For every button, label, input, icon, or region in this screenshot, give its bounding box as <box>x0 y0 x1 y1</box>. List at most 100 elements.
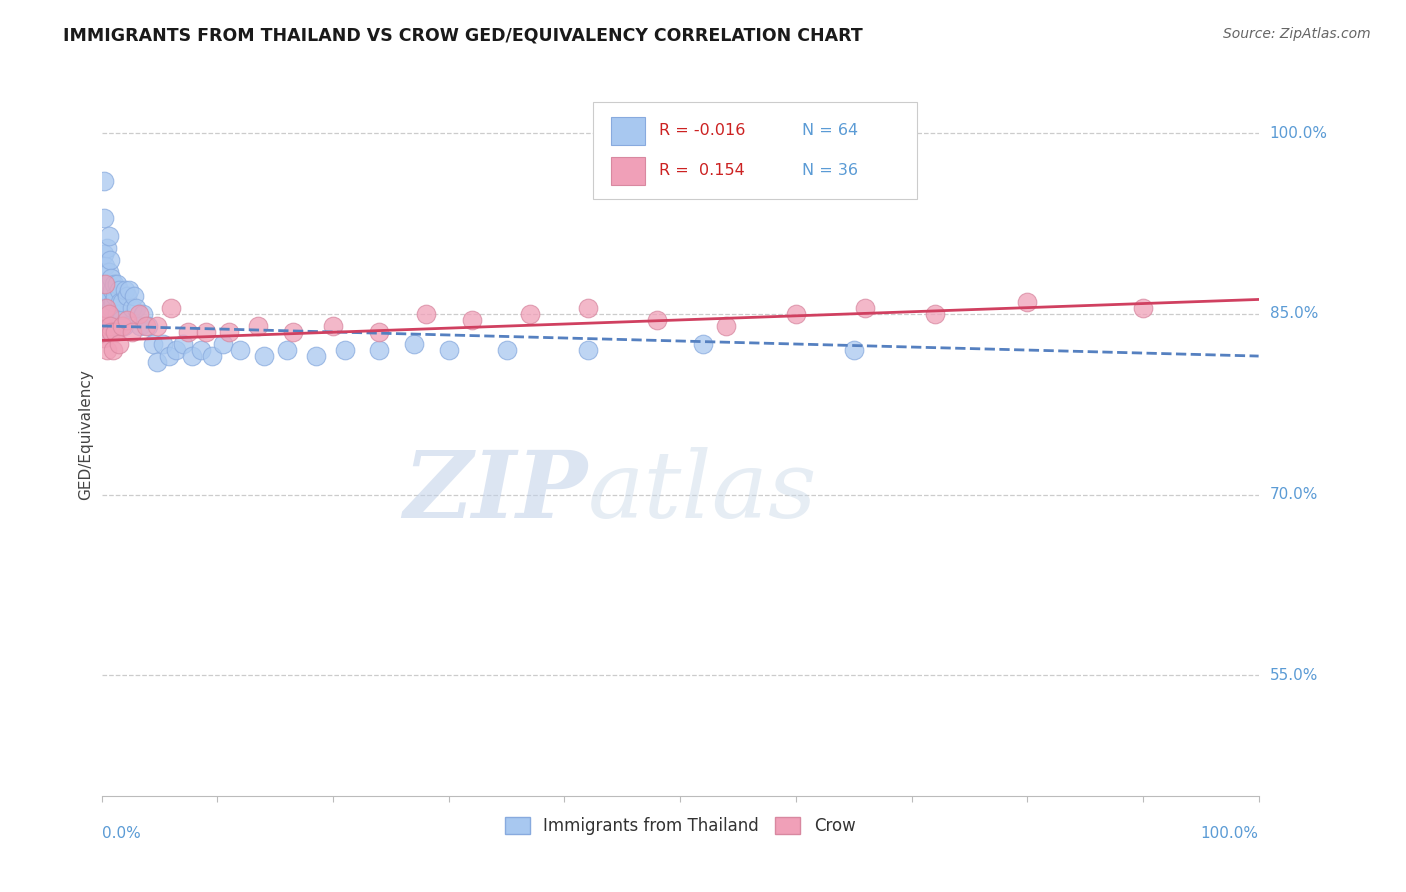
Point <box>160 301 183 315</box>
Point <box>110 313 132 327</box>
Point <box>172 337 194 351</box>
Point <box>93 211 115 225</box>
Point <box>135 318 157 333</box>
Text: atlas: atlas <box>588 447 817 537</box>
Point <box>121 325 143 339</box>
Point <box>98 289 121 303</box>
Point <box>437 343 460 357</box>
Point <box>645 313 668 327</box>
Text: 100.0%: 100.0% <box>1270 126 1327 141</box>
Point <box>333 343 356 357</box>
Text: 0.0%: 0.0% <box>101 826 141 841</box>
Point <box>495 343 517 357</box>
Point <box>97 265 120 279</box>
Point <box>305 349 328 363</box>
Point <box>108 294 131 309</box>
Point <box>141 337 163 351</box>
Point <box>281 325 304 339</box>
Point <box>252 349 274 363</box>
Point <box>96 277 118 291</box>
Point <box>1132 301 1154 315</box>
Point <box>96 241 118 255</box>
Point <box>276 343 298 357</box>
FancyBboxPatch shape <box>610 157 645 185</box>
Point <box>96 277 118 291</box>
Point <box>108 283 131 297</box>
Text: ZIP: ZIP <box>404 447 588 537</box>
Text: R = -0.016: R = -0.016 <box>659 123 745 138</box>
Point <box>146 355 169 369</box>
Point <box>576 301 599 315</box>
Text: N = 36: N = 36 <box>801 163 858 178</box>
Point <box>103 277 125 291</box>
FancyBboxPatch shape <box>593 102 917 200</box>
Point <box>246 318 269 333</box>
Point <box>98 318 121 333</box>
Point <box>576 343 599 357</box>
Point <box>218 325 240 339</box>
Point <box>91 301 114 315</box>
Point <box>402 337 425 351</box>
Text: 85.0%: 85.0% <box>1270 307 1317 321</box>
Point <box>212 337 235 351</box>
Point <box>1017 294 1039 309</box>
Point <box>136 318 159 333</box>
Point <box>96 301 118 315</box>
Point <box>125 301 148 315</box>
Point <box>128 307 150 321</box>
Point <box>107 318 129 333</box>
Point <box>100 325 122 339</box>
Point <box>101 343 124 357</box>
Point <box>165 343 187 357</box>
Point <box>104 289 127 303</box>
Point <box>716 318 738 333</box>
Point <box>101 283 124 297</box>
Point <box>322 318 344 333</box>
Text: 70.0%: 70.0% <box>1270 487 1317 502</box>
Point <box>96 343 118 357</box>
Point <box>112 318 135 333</box>
Point <box>519 307 541 321</box>
Point <box>96 301 118 315</box>
Point <box>152 337 174 351</box>
Text: Source: ZipAtlas.com: Source: ZipAtlas.com <box>1223 27 1371 41</box>
Point <box>785 307 807 321</box>
Y-axis label: GED/Equivalency: GED/Equivalency <box>79 369 93 500</box>
Text: 55.0%: 55.0% <box>1270 668 1317 682</box>
Point <box>100 270 122 285</box>
Point <box>111 318 134 333</box>
Point <box>94 283 117 297</box>
Point <box>97 228 120 243</box>
Text: IMMIGRANTS FROM THAILAND VS CROW GED/EQUIVALENCY CORRELATION CHART: IMMIGRANTS FROM THAILAND VS CROW GED/EQU… <box>63 27 863 45</box>
Point <box>94 259 117 273</box>
Point <box>368 325 391 339</box>
Point <box>96 301 118 315</box>
Point <box>98 252 121 267</box>
Point <box>122 289 145 303</box>
Point <box>121 301 143 315</box>
Point <box>105 277 128 291</box>
Point <box>111 294 134 309</box>
Point <box>194 325 217 339</box>
Point <box>177 325 200 339</box>
Point <box>132 307 155 321</box>
Point <box>93 174 115 188</box>
Point <box>91 318 114 333</box>
Point <box>100 301 122 315</box>
Point <box>114 283 136 297</box>
Point <box>93 246 115 260</box>
FancyBboxPatch shape <box>610 117 645 145</box>
Point <box>146 318 169 333</box>
Point <box>461 313 484 327</box>
Point <box>128 318 150 333</box>
Text: R =  0.154: R = 0.154 <box>659 163 745 178</box>
Point <box>91 283 114 297</box>
Point <box>368 343 391 357</box>
Point <box>853 301 876 315</box>
Point <box>94 307 117 321</box>
Point <box>924 307 946 321</box>
Point <box>692 337 714 351</box>
Point <box>101 318 124 333</box>
Point <box>229 343 252 357</box>
Point <box>115 313 138 327</box>
